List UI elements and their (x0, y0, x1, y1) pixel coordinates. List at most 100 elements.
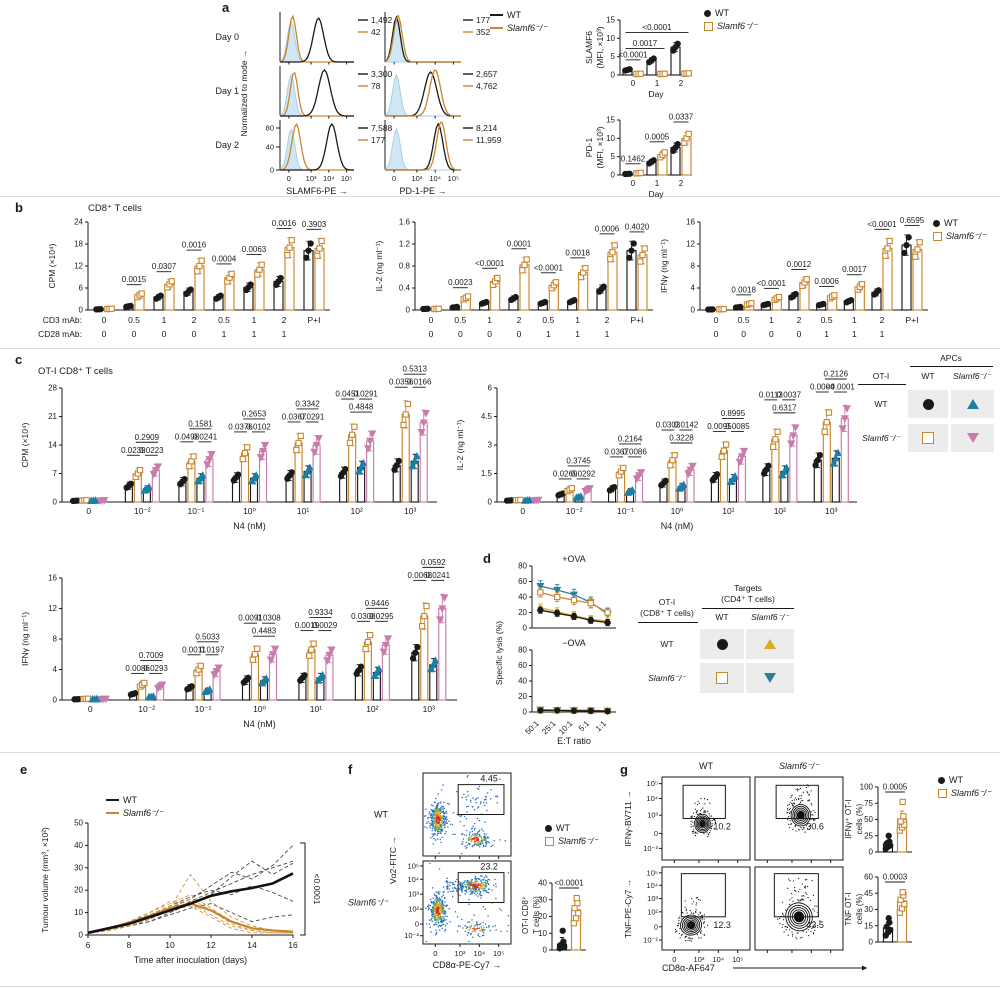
header-rule (702, 608, 794, 609)
svg-text:SLAMF6-PE →: SLAMF6-PE → (286, 186, 348, 196)
svg-text:43.5: 43.5 (806, 920, 824, 930)
svg-text:OT-I CD8⁺: OT-I CD8⁺ (521, 896, 530, 934)
svg-text:CD8α-PE-Cy7 →: CD8α-PE-Cy7 → (433, 960, 502, 970)
svg-text:PD-1: PD-1 (584, 138, 594, 158)
wt-line-swatch (490, 13, 503, 17)
panel-letter-b: b (15, 200, 23, 215)
svg-text:0: 0 (392, 174, 396, 183)
svg-text:0.5: 0.5 (738, 315, 750, 325)
svg-text:0.4848: 0.4848 (349, 403, 374, 412)
svg-text:10³: 10³ (408, 890, 419, 899)
svg-text:0.0241: 0.0241 (426, 571, 451, 580)
svg-text:0.4483: 0.4483 (252, 627, 277, 636)
svg-text:10⁰: 10⁰ (671, 506, 684, 516)
svg-text:0.0308: 0.0308 (351, 612, 376, 621)
svg-text:10³: 10³ (306, 174, 317, 183)
svg-text:10³: 10³ (411, 174, 422, 183)
svg-text:Day: Day (648, 89, 664, 99)
svg-text:0: 0 (132, 329, 137, 339)
svg-text:0.5: 0.5 (454, 315, 466, 325)
svg-text:0: 0 (53, 696, 58, 705)
svg-text:0.1581: 0.1581 (188, 419, 213, 428)
svg-text:0.0016: 0.0016 (272, 219, 297, 228)
cell-ko-ko (746, 663, 794, 693)
cell-wt-wt (700, 629, 744, 659)
svg-text:1: 1 (655, 79, 660, 88)
svg-text:42: 42 (371, 27, 381, 37)
svg-text:10: 10 (606, 134, 615, 143)
svg-text:25:1: 25:1 (540, 719, 558, 737)
svg-text:177: 177 (476, 15, 490, 25)
svg-text:10⁴: 10⁴ (407, 875, 419, 884)
svg-text:0: 0 (741, 329, 746, 339)
svg-text:0: 0 (654, 829, 658, 838)
orange-square-icon (716, 672, 728, 684)
svg-text:10³: 10³ (423, 704, 435, 714)
apcs-header: APCs (940, 353, 962, 363)
svg-text:0.0269: 0.0269 (553, 469, 578, 478)
svg-text:cells (%): cells (%) (855, 803, 864, 834)
svg-text:0.6595: 0.6595 (900, 216, 925, 225)
svg-text:4: 4 (53, 665, 58, 674)
svg-text:1: 1 (852, 315, 857, 325)
svg-text:0: 0 (429, 329, 434, 339)
svg-text:10³: 10³ (694, 955, 705, 964)
svg-text:0.0166: 0.0166 (407, 378, 432, 387)
svg-text:0.0367: 0.0367 (282, 412, 307, 421)
svg-text:<0.0001: <0.0001 (534, 263, 564, 272)
svg-text:0.0308: 0.0308 (256, 614, 281, 623)
svg-text:10⁵: 10⁵ (448, 174, 459, 183)
svg-text:10⁻²: 10⁻² (404, 931, 419, 940)
svg-text:30: 30 (74, 863, 83, 872)
svg-text:2: 2 (679, 179, 684, 188)
ko-square-swatch (704, 21, 713, 31)
svg-text:(MFI, ×10³): (MFI, ×10³) (595, 26, 605, 68)
legend-item-ko: Slamf6⁻/⁻ (545, 836, 598, 846)
svg-text:0.0142: 0.0142 (674, 421, 699, 430)
svg-text:3,300: 3,300 (371, 69, 393, 79)
orange-square-icon (922, 432, 934, 444)
svg-text:45: 45 (864, 889, 873, 898)
svg-text:2: 2 (797, 315, 802, 325)
svg-text:<0.0001: <0.0001 (618, 50, 648, 59)
svg-text:0.0016: 0.0016 (182, 241, 207, 250)
svg-text:1: 1 (487, 315, 492, 325)
svg-text:1,492: 1,492 (371, 15, 393, 25)
svg-text:0.0086: 0.0086 (125, 664, 150, 673)
panel-g-legend: WT Slamf6⁻/⁻ (938, 775, 991, 798)
svg-text:10³: 10³ (404, 506, 416, 516)
svg-text:IL-2 (ng ml⁻¹): IL-2 (ng ml⁻¹) (374, 240, 384, 291)
svg-text:10⁵: 10⁵ (493, 949, 504, 958)
svg-text:1: 1 (605, 329, 610, 339)
svg-text:16: 16 (48, 574, 57, 583)
svg-text:0.0037: 0.0037 (777, 390, 802, 399)
svg-text:10⁵: 10⁵ (732, 955, 743, 964)
wt-dot-swatch (938, 776, 945, 784)
panel-c-top-canvas: CPM (×10⁴) 0 7 14 21 28 0 10⁻² 10⁻¹ 10⁰ 10¹ 10² 10³ N… (20, 365, 857, 531)
svg-text:25: 25 (864, 831, 873, 840)
legend-label: WT (944, 218, 958, 228)
svg-text:0.6317: 0.6317 (772, 403, 797, 412)
svg-text:0.0095: 0.0095 (707, 422, 732, 431)
legend-label: Slamf6⁻/⁻ (946, 231, 987, 241)
legend-label: WT (507, 10, 521, 20)
svg-text:0.0292: 0.0292 (571, 469, 596, 478)
svg-text:10: 10 (538, 929, 547, 938)
separator (0, 196, 1000, 197)
svg-text:1: 1 (162, 315, 167, 325)
legend-label: WT (123, 795, 137, 805)
svg-text:30.6: 30.6 (806, 822, 824, 832)
svg-text:<0.0001: <0.0001 (312, 874, 322, 905)
svg-text:18: 18 (74, 240, 83, 249)
svg-text:P+I: P+I (631, 315, 644, 325)
svg-text:0.0303: 0.0303 (656, 421, 681, 430)
svg-text:0.0086: 0.0086 (622, 447, 647, 456)
svg-text:WT: WT (699, 761, 713, 771)
legend-label: WT (949, 775, 963, 785)
svg-text:0.7009: 0.7009 (139, 651, 164, 660)
panel-f-legend: WT Slamf6⁻/⁻ (545, 823, 598, 846)
svg-text:30: 30 (538, 895, 547, 904)
svg-text:0.0006: 0.0006 (595, 224, 620, 233)
svg-text:14: 14 (247, 940, 257, 950)
